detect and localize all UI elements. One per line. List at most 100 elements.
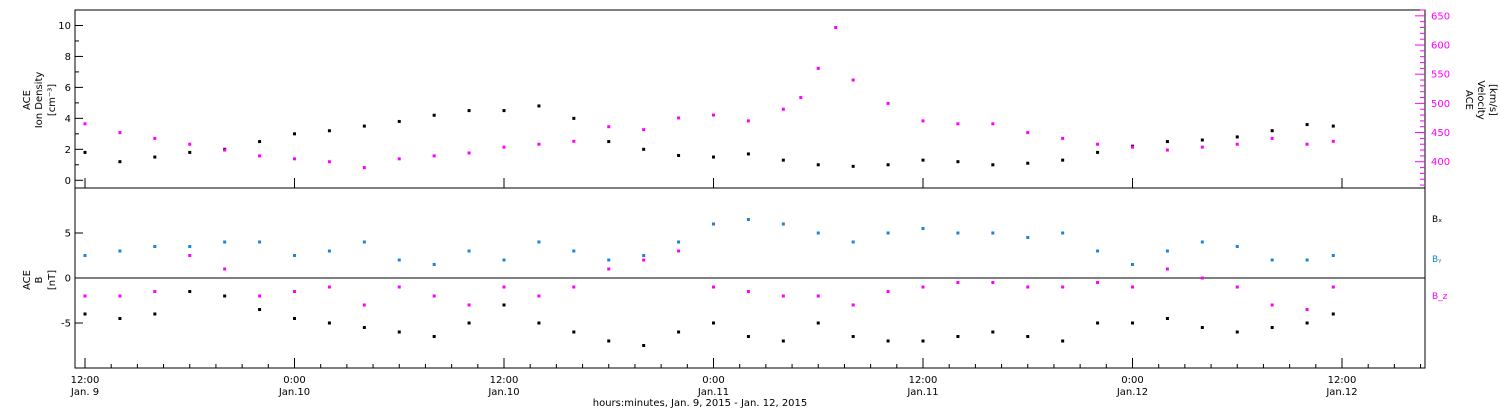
bz-point: [851, 303, 855, 307]
density-point: [83, 150, 87, 154]
bz-point: [118, 294, 122, 298]
bx-point: [921, 339, 925, 343]
velocity-point: [816, 66, 820, 70]
density-point: [1200, 138, 1204, 142]
by-point: [1200, 240, 1204, 244]
velocity-point: [432, 154, 436, 158]
velocity-point: [1096, 142, 1100, 146]
density-point: [153, 155, 157, 159]
density-point: [432, 113, 436, 117]
bx-point: [1270, 326, 1274, 329]
velocity-point: [677, 116, 681, 120]
bz-point: [1061, 285, 1065, 289]
density-series: [83, 104, 1335, 168]
by-point: [816, 231, 820, 235]
velocity-point: [746, 119, 750, 123]
bz-point: [1331, 285, 1335, 289]
velocity-point: [921, 119, 925, 123]
bz-point: [223, 267, 227, 271]
bx-point: [607, 339, 611, 343]
velocity-point: [1305, 142, 1309, 146]
top-panel-frame: [74, 9, 1426, 189]
density-point: [746, 152, 750, 156]
velocity-point: [1200, 145, 1204, 149]
bz-point: [712, 285, 715, 289]
time-tick-label: 0:00: [283, 375, 305, 386]
bx-point: [1331, 312, 1335, 316]
bz-point: [1026, 285, 1030, 289]
density-point: [607, 140, 611, 144]
bz-point: [502, 285, 506, 289]
by-point: [712, 222, 715, 226]
bx-point: [572, 330, 576, 334]
density-tick-label: 4: [65, 114, 71, 125]
bx-point: [746, 335, 750, 338]
by-point: [258, 240, 262, 244]
by-point: [642, 254, 646, 257]
density-label-line2: Ion Density: [34, 72, 45, 129]
density-point: [188, 150, 192, 154]
density-axis: 0 2 4 6 8 10: [58, 21, 83, 187]
bx-point: [781, 339, 785, 343]
bz-point: [956, 281, 960, 284]
bx-point: [153, 312, 157, 316]
time-tick-label: 12:00: [490, 375, 519, 386]
date-tick-label: Jan.11: [906, 387, 938, 398]
density-point: [816, 163, 820, 167]
density-point: [572, 116, 576, 120]
density-point: [851, 164, 855, 168]
density-tick-label: 10: [58, 21, 71, 32]
velocity-point: [467, 151, 471, 155]
by-point: [1305, 258, 1309, 262]
bx-point: [886, 339, 890, 343]
velocity-point: [851, 78, 855, 82]
by-point: [327, 249, 331, 253]
density-tick-label: 0: [65, 176, 71, 187]
bx-point: [851, 335, 855, 338]
density-point: [1305, 123, 1309, 127]
by-point: [1026, 236, 1030, 239]
velocity-point: [83, 122, 87, 126]
by-point: [118, 249, 122, 253]
by-point: [572, 249, 576, 253]
velocity-point: [1165, 148, 1169, 152]
bx-point: [432, 335, 436, 338]
density-point: [293, 132, 296, 136]
velocity-point: [118, 131, 122, 135]
density-tick-label: 8: [65, 52, 71, 63]
density-point: [642, 147, 646, 151]
velocity-point: [886, 101, 890, 105]
by-point: [83, 254, 87, 257]
density-point: [886, 163, 890, 167]
velocity-tick-label: 650: [1431, 11, 1450, 22]
time-tick-label: 12:00: [909, 375, 938, 386]
bz-point: [153, 290, 157, 293]
by-point: [1270, 258, 1274, 262]
velocity-point: [799, 96, 803, 100]
bx-point: [1061, 339, 1065, 343]
by-point: [677, 240, 681, 244]
bx-point: [362, 326, 366, 329]
by-point: [607, 258, 611, 262]
velocity-point: [188, 142, 192, 146]
bx-point: [83, 312, 87, 316]
bz-point: [362, 303, 366, 307]
velocity-point: [223, 148, 227, 152]
bx-point: [1026, 335, 1030, 338]
velocity-point: [991, 122, 995, 126]
density-point: [1235, 135, 1239, 139]
bz-point: [327, 285, 331, 289]
velocity-point: [327, 160, 331, 164]
bz-point: [293, 290, 296, 293]
by-point: [188, 245, 192, 248]
time-tick-label: 0:00: [702, 375, 724, 386]
density-point: [1270, 129, 1274, 133]
time-tick-label: 12:00: [1328, 375, 1357, 386]
bz-point: [607, 267, 611, 271]
b-label-line2: B: [34, 276, 45, 283]
velocity-point: [537, 142, 541, 146]
by-point: [781, 222, 785, 226]
bz-point: [537, 294, 541, 298]
bx-point: [327, 321, 331, 325]
